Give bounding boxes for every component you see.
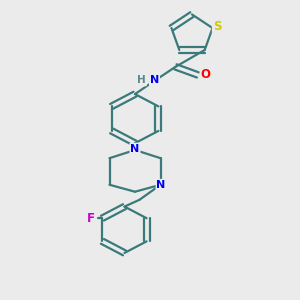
Text: H: H xyxy=(137,76,146,85)
Text: O: O xyxy=(200,68,211,82)
Text: N: N xyxy=(150,76,159,85)
Text: S: S xyxy=(213,20,221,33)
Text: F: F xyxy=(87,212,95,225)
Text: N: N xyxy=(157,180,166,190)
Text: N: N xyxy=(130,144,140,154)
